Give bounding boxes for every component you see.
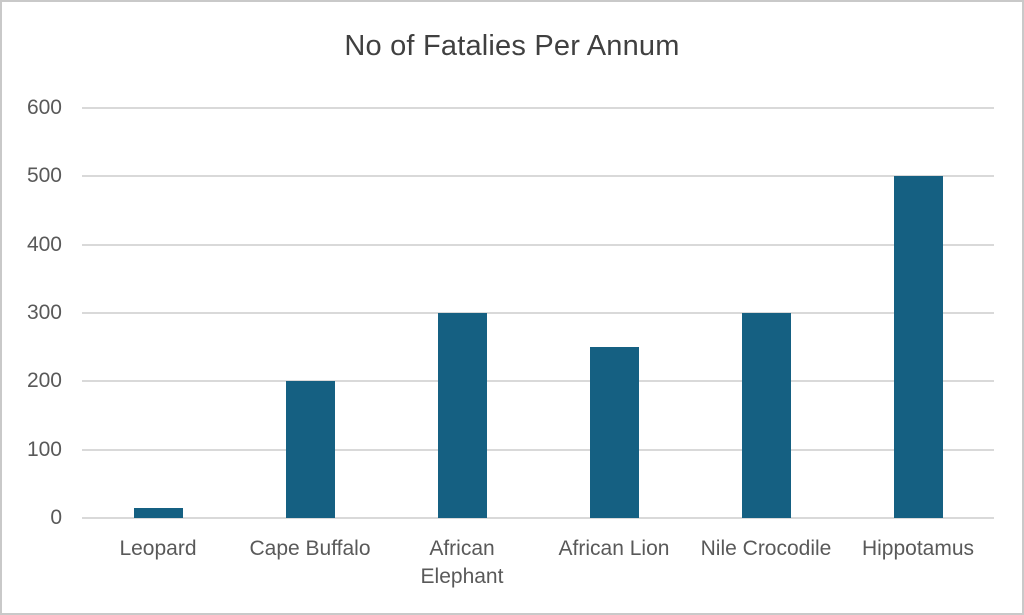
y-tick-label-300: 300 (26, 301, 62, 324)
x-tick-label-african-elephant: African Elephant (420, 537, 504, 588)
x-tick-label-african-lion: African Lion (558, 537, 670, 560)
bar-cape-buffalo (285, 381, 335, 518)
gridline-0 (82, 517, 994, 519)
y-tick-label-400: 400 (26, 232, 62, 256)
gridline-600 (82, 107, 994, 109)
gridline-500 (82, 175, 994, 178)
gridline-100 (82, 448, 994, 451)
x-tick-label-leopard: Leopard (119, 537, 197, 560)
bar-leopard (133, 507, 183, 518)
bar-nile-crocodile (741, 313, 791, 518)
x-tick-label-cape-buffalo: Cape Buffalo (249, 537, 371, 560)
x-tick-label-nile-crocodile: Nile Crocodile (700, 537, 832, 560)
x-tick-label-hippotamus: Hippotamus (861, 537, 975, 560)
bar-hippotamus (893, 176, 943, 518)
y-tick-label-0: 0 (50, 506, 62, 529)
gridline-400 (82, 243, 994, 246)
gridline-300 (82, 312, 994, 314)
chart-title: No of Fatalies Per Annum (344, 30, 680, 62)
bar-african-lion (589, 347, 639, 518)
plot-area (82, 107, 994, 519)
bar-african-elephant (437, 313, 487, 518)
y-tick-label-100: 100 (26, 437, 62, 461)
gridline-200 (82, 380, 994, 383)
y-tick-label-500: 500 (26, 164, 62, 188)
y-tick-label-200: 200 (26, 369, 62, 393)
y-tick-label-600: 600 (26, 96, 62, 119)
